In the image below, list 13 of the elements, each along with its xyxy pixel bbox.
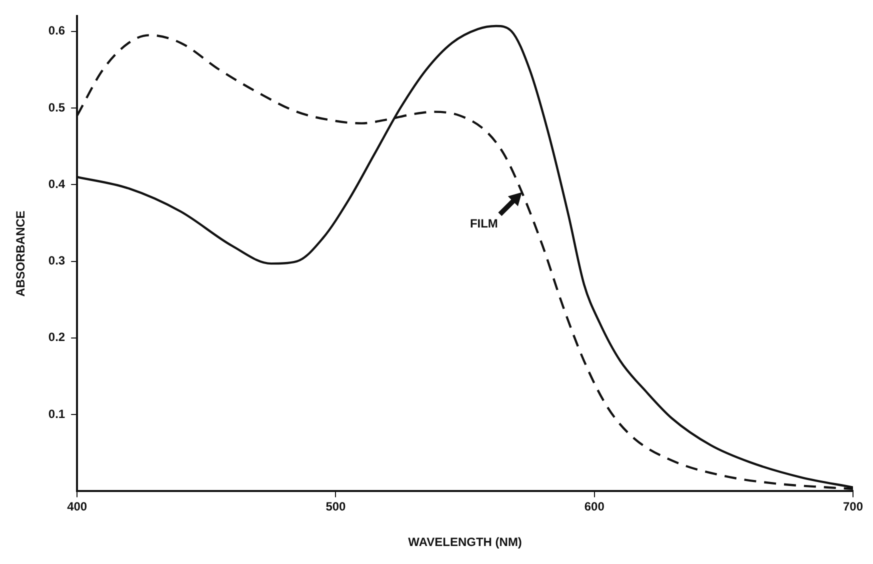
x-tick-label: 400 [67, 500, 88, 514]
x-tick-label: 700 [842, 500, 864, 514]
y-tick-label: 0.3 [48, 254, 66, 268]
y-tick-label: 0.6 [48, 24, 66, 38]
x-axis-title: WAVELENGTH (NM) [408, 535, 522, 550]
y-tick-label: 0.4 [48, 176, 66, 191]
annotation: FILM [470, 216, 498, 231]
y-axis-title: ABSORBANCE [14, 210, 28, 297]
x-tick-label: 600 [584, 500, 605, 514]
y-tick-label: 0.2 [48, 330, 66, 344]
y-tick-label: 0.1 [48, 406, 66, 421]
y-tick-label: 0.5 [48, 100, 66, 114]
x-tick-label: 500 [326, 500, 346, 514]
